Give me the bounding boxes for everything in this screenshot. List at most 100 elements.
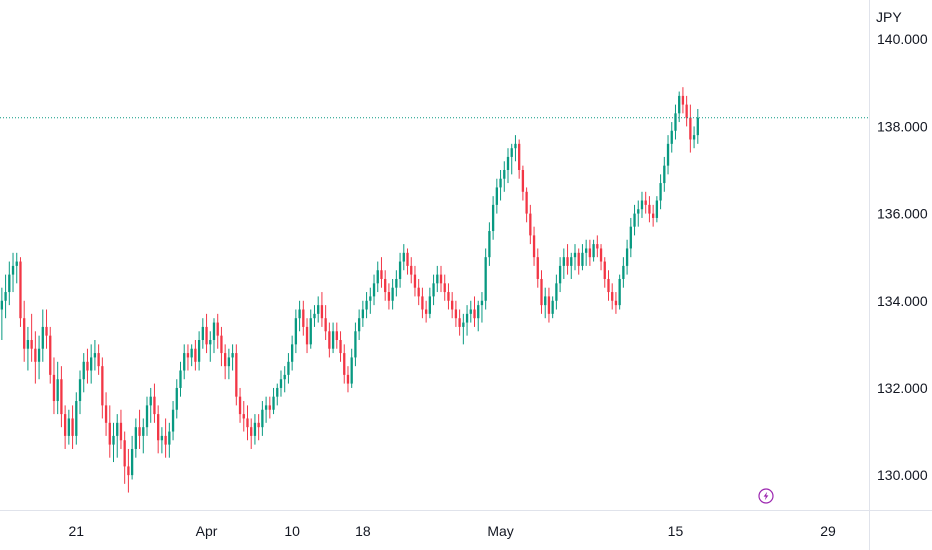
candle-down <box>186 353 190 358</box>
candle-up <box>499 178 502 188</box>
candle-down <box>443 283 446 293</box>
candle-down <box>153 396 156 415</box>
candle-down <box>101 366 104 406</box>
candle-up <box>629 226 632 249</box>
candle-up <box>436 274 439 284</box>
price-tick-label: 134.000 <box>877 293 928 309</box>
candle-down <box>104 405 108 423</box>
candle-up <box>212 322 216 340</box>
time-tick-label: 15 <box>668 523 684 539</box>
candle-up <box>160 435 164 441</box>
candle-down <box>451 300 454 310</box>
candle-up <box>75 401 78 436</box>
candle-up <box>666 143 670 166</box>
candle-up <box>655 200 659 218</box>
candle-up <box>488 231 491 258</box>
candle-down <box>380 270 383 279</box>
candle-up <box>149 396 152 406</box>
candle-up <box>640 200 644 210</box>
currency-label: JPY <box>876 9 902 25</box>
time-tick-label: 21 <box>69 523 85 539</box>
candle-down <box>387 292 391 301</box>
candle-up <box>570 257 573 266</box>
candle-up <box>175 387 178 410</box>
candle-down <box>384 278 387 293</box>
candle-up <box>290 344 294 362</box>
candle-up <box>503 170 506 179</box>
candle-up <box>573 252 577 258</box>
candle-up <box>11 265 15 275</box>
candle-down <box>23 318 26 349</box>
candle-down <box>49 335 52 375</box>
candle-down <box>424 309 428 314</box>
candle-down <box>689 117 692 140</box>
candle-down <box>447 292 450 301</box>
candle-down <box>157 414 160 441</box>
candle-up <box>369 296 372 301</box>
candle-up <box>112 435 115 445</box>
time-tick-label: May <box>487 523 513 539</box>
candle-up <box>480 300 484 306</box>
candle-up <box>37 348 41 362</box>
candle-up <box>264 405 268 410</box>
candle-up <box>253 422 257 436</box>
candle-down <box>52 374 56 402</box>
candle-down <box>108 422 111 445</box>
candle-down <box>34 348 37 362</box>
lightning-icon[interactable] <box>758 488 774 504</box>
candle-down <box>63 414 67 436</box>
candle-down <box>305 326 309 345</box>
candle-down <box>343 353 346 375</box>
candle-up <box>197 340 201 362</box>
candle-down <box>644 200 647 205</box>
candle-down <box>540 278 543 306</box>
candle-up <box>372 283 376 297</box>
candle-up <box>41 326 44 349</box>
candle-up <box>67 418 71 436</box>
candle-down <box>216 322 219 336</box>
candle-up <box>145 405 149 428</box>
candle-up <box>309 318 312 345</box>
candle-up <box>331 331 335 349</box>
candle-up <box>398 261 402 279</box>
candle-up <box>82 361 85 380</box>
candle-up <box>298 309 301 319</box>
candle-up <box>26 340 30 349</box>
candle-up <box>0 300 4 310</box>
candle-up <box>692 135 696 140</box>
candle-up <box>171 409 175 432</box>
candle-down <box>328 331 331 349</box>
candle-up <box>402 252 405 262</box>
time-tick-label: 29 <box>820 523 836 539</box>
candle-down <box>220 335 223 354</box>
candle-down <box>596 244 599 249</box>
time-axis[interactable]: 21 Apr 10 18 May 15 29 <box>69 523 837 539</box>
candle-down <box>406 252 409 266</box>
candle-up <box>8 274 11 293</box>
candle-up <box>562 257 565 266</box>
candle-down <box>320 305 324 319</box>
candle-up <box>376 270 379 284</box>
candle-down <box>60 379 63 415</box>
candle-up <box>395 278 398 288</box>
candle-down <box>346 374 350 384</box>
candle-down <box>242 414 245 419</box>
price-axis[interactable]: 140.000 138.000 136.000 134.000 132.000 130.0… <box>877 31 928 483</box>
candle-down <box>525 191 528 214</box>
candle-down <box>648 204 651 214</box>
candle-down <box>413 274 417 288</box>
candle-up <box>350 357 353 384</box>
candle-down <box>194 348 197 362</box>
candle-up <box>495 187 498 205</box>
candle-up <box>313 313 316 319</box>
candle-up <box>506 156 510 170</box>
candle-up <box>622 265 625 279</box>
candle-up <box>78 379 82 402</box>
candle-up <box>514 143 517 149</box>
candle-down <box>268 405 271 410</box>
candle-up <box>428 296 432 314</box>
candle-up <box>391 287 394 301</box>
price-tick-label: 130.000 <box>877 467 928 483</box>
